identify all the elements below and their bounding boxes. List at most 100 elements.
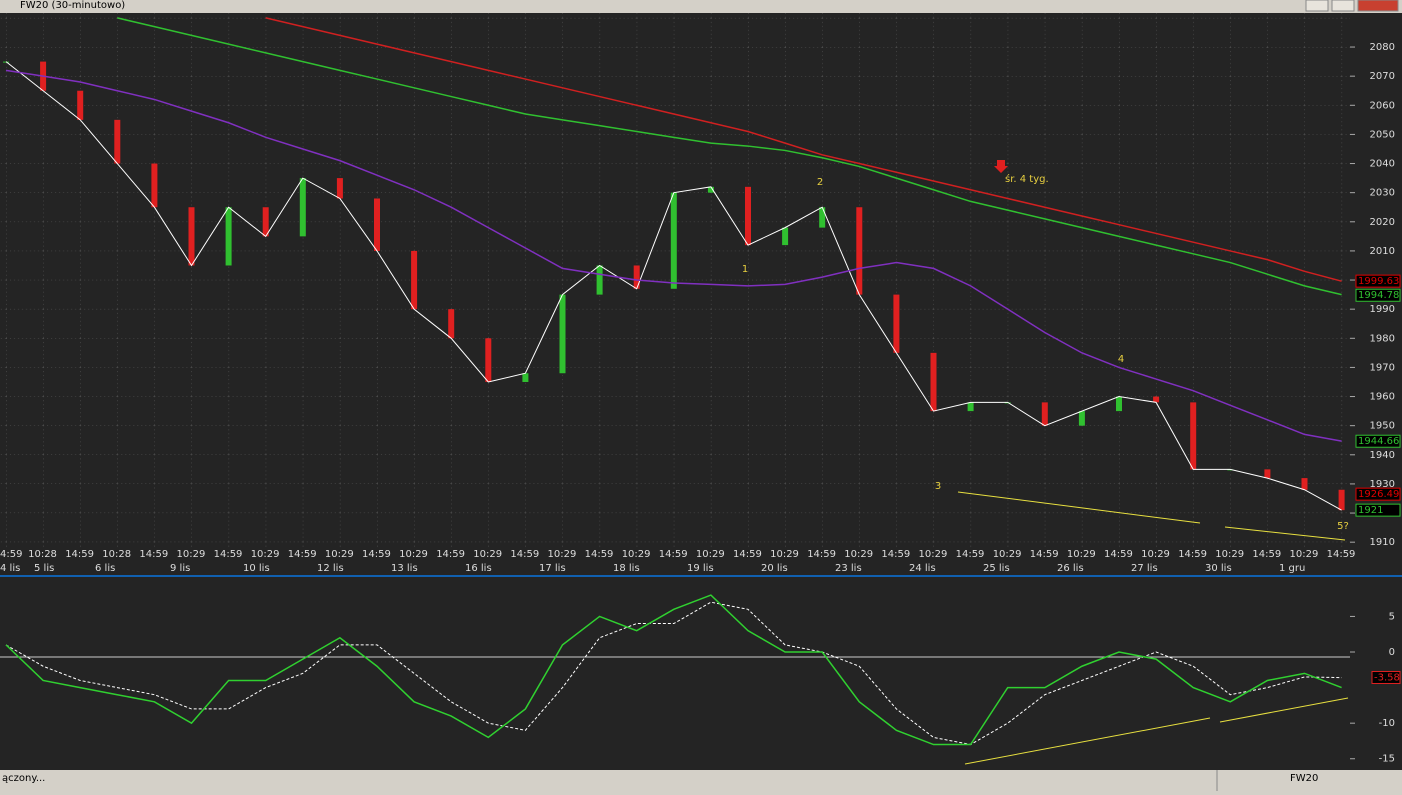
osc-tick-label: 0 [1389,647,1395,658]
time-label: 14:59 [956,549,985,560]
date-label: 26 lis [1057,563,1084,574]
time-label: 10:29 [1215,549,1244,560]
price-label: 1926.49 [1358,489,1399,500]
time-label: 14:59 [214,549,243,560]
close-button[interactable] [1357,0,1399,12]
trend-line [1219,697,1349,723]
candle [596,265,603,295]
date-label: 16 lis [465,563,492,574]
candle [633,265,640,289]
candle [374,198,380,251]
candle [1153,396,1160,403]
candle [745,186,751,246]
time-label: 14:59 [436,549,465,560]
price-label-box [1355,487,1401,501]
time-label: 14:59 [1030,549,1059,560]
time-label: 10:29 [1290,549,1319,560]
time-label: 14:59 [362,549,391,560]
time-label: 10:28 [28,549,57,560]
y-tick-label: 2080 [1370,42,1395,53]
date-label: 20 lis [761,563,788,574]
annotation: 2 [817,177,823,188]
time-label: 14:59 [139,549,168,560]
annotation: śr. 4 tyg. [1005,173,1049,185]
minimize-button[interactable] [1305,0,1329,12]
candle [670,192,677,289]
time-label: 10:29 [622,549,651,560]
date-label: 5 lis [34,563,54,574]
candle [151,163,158,208]
candle [448,309,455,339]
time-label: 4:59 [0,549,22,560]
y-tick-label: 1990 [1370,304,1395,315]
candle [225,207,232,266]
trend-line [1224,526,1346,541]
candle [411,250,418,310]
time-label: 10:29 [325,549,354,560]
date-label: 17 lis [539,563,566,574]
time-label: 14:59 [807,549,836,560]
osc-tick-label: -10 [1379,718,1395,729]
osc-label-box [1371,670,1401,684]
annotation: 5? [1337,521,1349,532]
date-label: 6 lis [95,563,115,574]
date-label: 18 lis [613,563,640,574]
candle [559,294,566,374]
time-label: 10:29 [844,549,873,560]
price-label-box [1355,274,1401,288]
y-tick-label: 2060 [1370,100,1395,111]
time-label: 10:29 [1141,549,1170,560]
y-tick-label: 2030 [1370,188,1395,199]
osc-label: -3.58 [1374,672,1400,683]
price-line [5,61,1342,511]
price-label: 1994.78 [1358,290,1399,301]
arrow-marker [994,160,1008,173]
candle [299,178,306,237]
annotation: 3 [935,481,941,492]
y-tick-label: 1960 [1370,392,1395,403]
panel-separator [0,575,1402,577]
candle [930,352,937,412]
trend-line [964,717,1211,765]
time-label: 10:29 [177,549,206,560]
oscillator-line [5,594,1342,746]
date-label: 25 lis [983,563,1010,574]
date-label: 27 lis [1131,563,1158,574]
price-label: 1999.63 [1358,276,1399,287]
time-label: 14:59 [585,549,614,560]
candle [77,90,84,120]
candle [1264,469,1271,479]
moving-average [5,69,1342,442]
price-label-box [1355,503,1401,517]
candle [1116,396,1122,412]
time-label: 10:29 [696,549,725,560]
window-title: FW20 (30-minutowo) [20,0,125,11]
time-label: 10:28 [102,549,131,560]
y-tick-label: 2010 [1370,246,1395,257]
annotation: 1 [742,264,748,275]
time-label: 10:29 [919,549,948,560]
time-label: 10:29 [251,549,280,560]
candle [967,402,974,412]
y-tick-label: 1980 [1370,333,1395,344]
time-label: 10:29 [1067,549,1096,560]
candle [1338,489,1345,511]
time-label: 14:59 [659,549,688,560]
time-label: 10:29 [399,549,428,560]
y-tick-label: 1930 [1370,479,1395,490]
oscillator-panel [0,577,1402,770]
date-label: 19 lis [687,563,714,574]
price-label: 1944.66 [1358,436,1399,447]
moving-average [117,17,1342,296]
restore-button[interactable] [1331,0,1355,12]
price-label-box [1355,288,1401,302]
candle [707,186,714,193]
candle [188,207,195,266]
title-bar [0,0,1402,13]
trend-line [957,491,1201,524]
time-label: 10:29 [473,549,502,560]
y-tick-label: 2070 [1370,71,1395,82]
date-label: 4 lis [0,563,20,574]
